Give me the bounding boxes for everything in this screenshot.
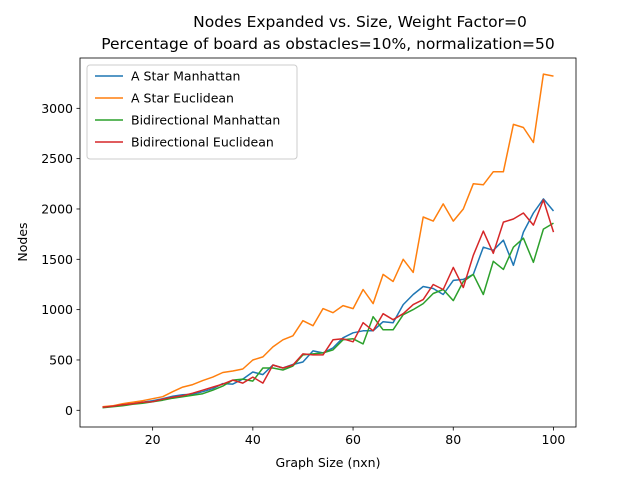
y-tick-label: 1500 <box>41 252 73 267</box>
plot-area <box>79 57 577 428</box>
axes-frame <box>79 57 577 428</box>
x-tick-label: 40 <box>245 432 261 447</box>
x-tick-label: 100 <box>542 432 566 447</box>
y-tick-label: 2500 <box>41 151 73 166</box>
legend-label: Bidirectional Euclidean <box>131 135 274 150</box>
x-tick-label: 20 <box>145 432 161 447</box>
series-line-1 <box>102 73 554 408</box>
series-line-3 <box>102 199 555 409</box>
series-line-0 <box>102 198 555 409</box>
series-line-2 <box>102 222 554 409</box>
y-tick-label: 1000 <box>41 302 73 317</box>
chart-subtitle: Percentage of board as obstacles=10%, no… <box>101 35 555 53</box>
y-tick-label: 3000 <box>41 101 73 116</box>
x-tick-label: 60 <box>345 432 361 447</box>
y-tick-label: 500 <box>49 352 73 367</box>
legend-label: A Star Manhattan <box>131 69 240 84</box>
x-tick-label: 80 <box>445 432 461 447</box>
y-tick-label: 0 <box>65 403 73 418</box>
legend-label: A Star Euclidean <box>131 91 234 106</box>
y-axis-label: Nodes <box>15 222 30 261</box>
x-axis-label: Graph Size (nxn) <box>276 455 381 470</box>
legend-label: Bidirectional Manhattan <box>131 113 280 128</box>
legend: A Star Manhattan A Star Euclidean Bidirect… <box>86 64 298 160</box>
legend-box <box>86 64 298 160</box>
y-tick-label: 2000 <box>41 201 73 216</box>
chart-title: Nodes Expanded vs. Size, Weight Factor=0 <box>193 13 527 31</box>
